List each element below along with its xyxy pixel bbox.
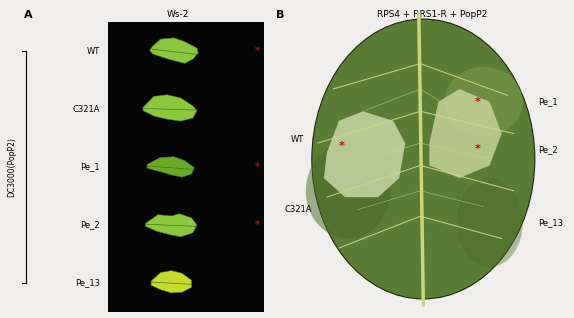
Text: WT: WT	[290, 135, 304, 144]
Text: B: B	[276, 10, 284, 19]
Text: Ws-2: Ws-2	[167, 10, 189, 18]
Polygon shape	[150, 38, 198, 63]
Text: *: *	[475, 97, 480, 107]
Text: *: *	[255, 162, 260, 172]
Text: Pe_13: Pe_13	[538, 218, 563, 227]
Polygon shape	[143, 95, 197, 121]
Ellipse shape	[306, 143, 390, 238]
Text: *: *	[255, 220, 260, 230]
FancyBboxPatch shape	[108, 22, 265, 312]
Polygon shape	[147, 157, 194, 177]
Ellipse shape	[444, 67, 523, 137]
Text: Pe_13: Pe_13	[75, 278, 100, 287]
Text: Pe_2: Pe_2	[80, 220, 100, 229]
Polygon shape	[146, 214, 197, 237]
Text: Pe_1: Pe_1	[80, 162, 100, 171]
Polygon shape	[151, 271, 192, 293]
Ellipse shape	[312, 19, 535, 299]
Text: C321A: C321A	[72, 105, 100, 114]
Text: Pe_2: Pe_2	[538, 145, 557, 154]
Polygon shape	[429, 89, 502, 178]
Text: A: A	[24, 10, 33, 19]
Text: DC3000(PopP2): DC3000(PopP2)	[7, 137, 16, 197]
Text: C321A: C321A	[285, 205, 312, 214]
Text: *: *	[339, 141, 345, 151]
Ellipse shape	[456, 178, 523, 267]
Text: WT: WT	[87, 47, 100, 56]
Text: *: *	[255, 46, 260, 56]
Polygon shape	[324, 111, 405, 197]
Text: Pe_1: Pe_1	[538, 97, 557, 106]
Text: RPS4 + RRS1-R + PopP2: RPS4 + RRS1-R + PopP2	[377, 10, 487, 18]
Text: *: *	[475, 144, 480, 155]
